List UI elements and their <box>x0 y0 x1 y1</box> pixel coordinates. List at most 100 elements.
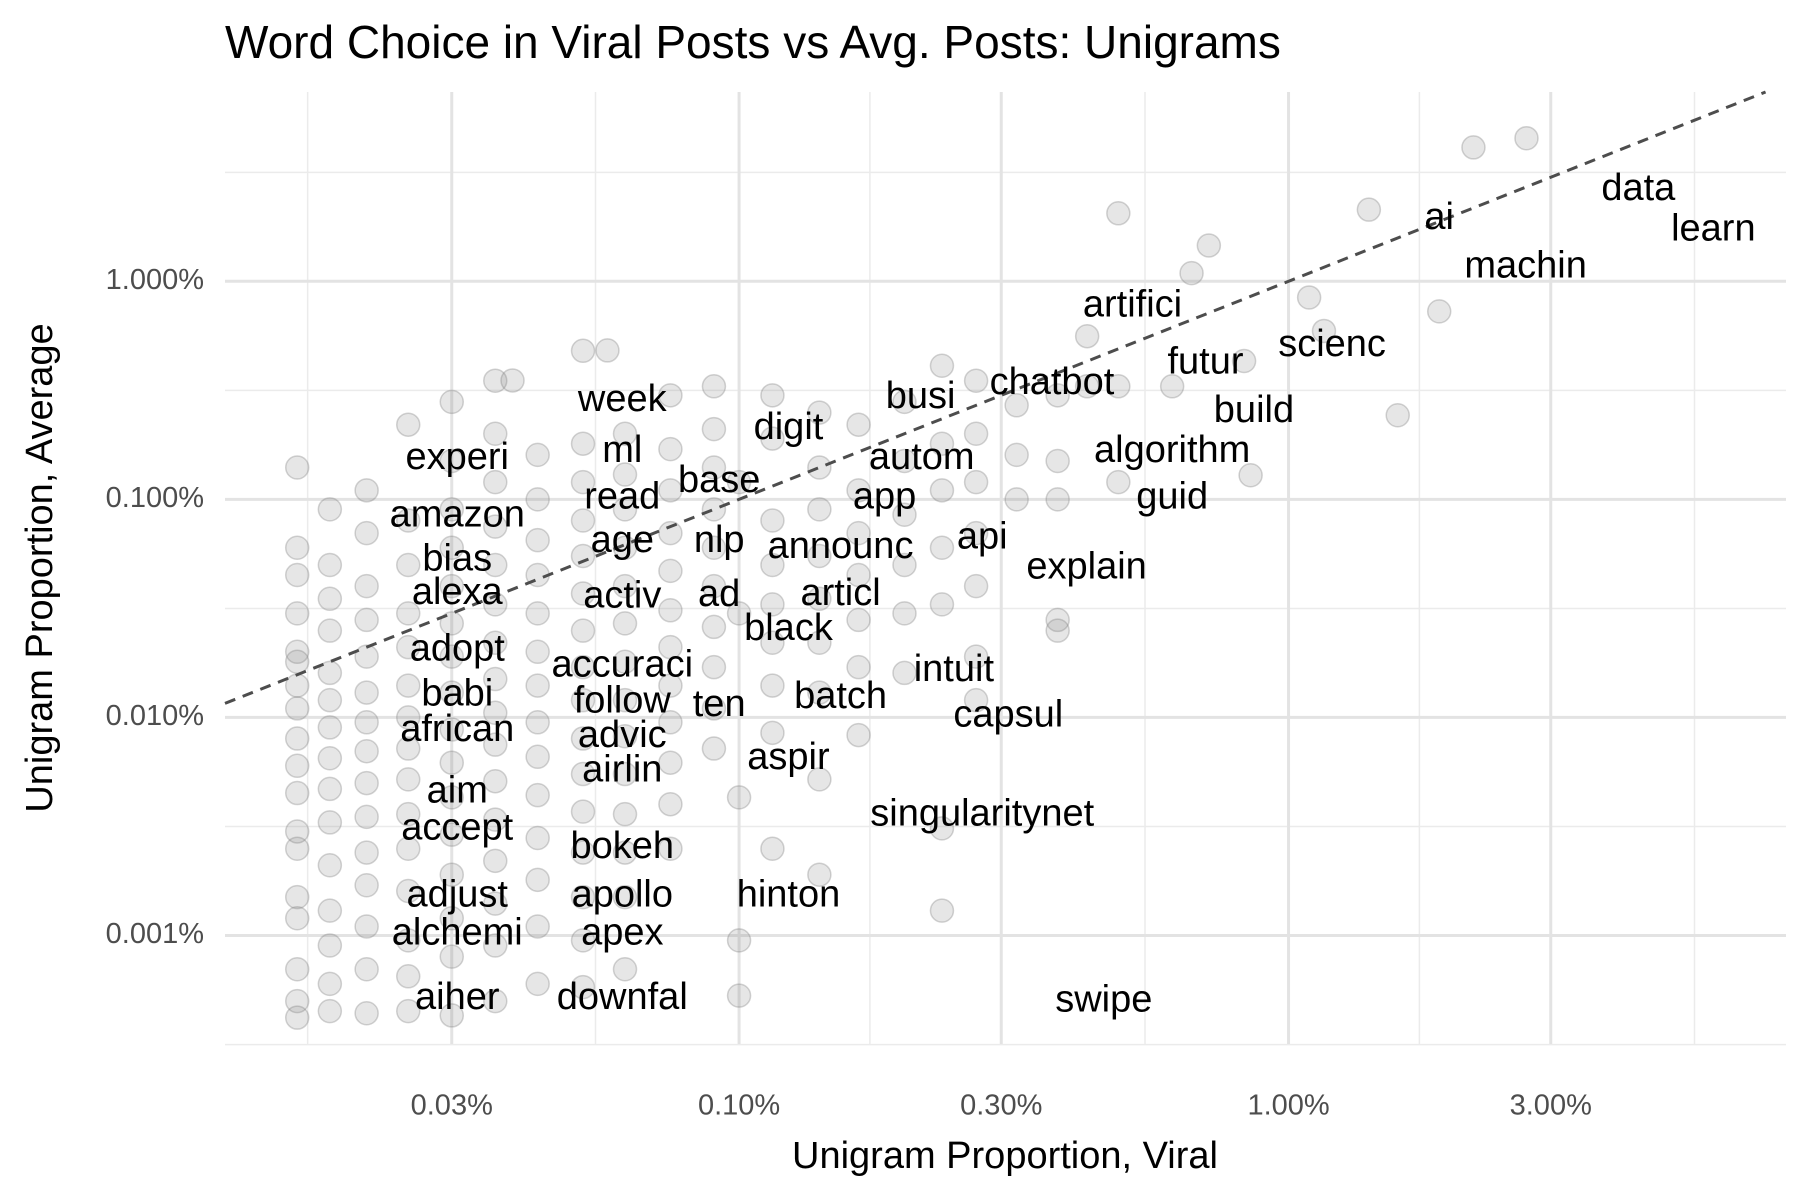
y-tick-label: 0.001% <box>106 918 204 950</box>
point <box>760 673 785 698</box>
point <box>483 933 508 958</box>
point <box>483 666 508 692</box>
point <box>1514 125 1539 151</box>
point <box>1074 374 1100 399</box>
point <box>929 431 955 456</box>
point <box>570 687 596 713</box>
point <box>395 552 421 578</box>
point <box>1074 323 1100 349</box>
point <box>354 573 379 599</box>
word-label: machin <box>1464 244 1587 286</box>
point <box>1311 318 1337 344</box>
point <box>317 552 343 578</box>
point <box>929 535 955 560</box>
word-label: artifici <box>1083 284 1182 326</box>
point <box>701 497 727 522</box>
point <box>284 455 310 480</box>
point <box>1004 442 1029 468</box>
point <box>570 761 596 787</box>
point <box>570 840 596 865</box>
point <box>1238 462 1263 488</box>
point <box>846 654 871 680</box>
point <box>612 687 638 713</box>
word-label: ten <box>693 683 746 725</box>
point <box>483 368 508 393</box>
point <box>525 527 550 553</box>
point <box>1106 374 1131 399</box>
point <box>284 988 310 1014</box>
x-tick-label: 0.03% <box>411 1090 493 1122</box>
point <box>395 878 421 904</box>
point <box>284 673 310 698</box>
point <box>701 654 727 680</box>
point <box>525 825 550 851</box>
point <box>439 944 465 969</box>
point <box>929 898 955 923</box>
word-label: base <box>678 459 760 501</box>
word-label: aim <box>427 769 488 811</box>
word-label: hinton <box>737 873 841 915</box>
word-label: activ <box>583 574 661 616</box>
point <box>701 374 727 399</box>
point <box>439 785 465 810</box>
point <box>439 535 465 560</box>
point <box>963 687 989 713</box>
point <box>807 455 832 480</box>
y-tick-label: 0.100% <box>106 482 204 514</box>
word-label: accept <box>401 806 513 848</box>
y-axis-title: Unigram Proportion, Average <box>19 323 61 812</box>
point <box>284 649 310 675</box>
point <box>701 614 727 640</box>
word-label: airlin <box>582 749 662 791</box>
word-label: ml <box>602 429 642 471</box>
point <box>1356 197 1382 222</box>
point <box>612 801 638 827</box>
word-label: bokeh <box>571 825 675 867</box>
point <box>612 462 638 487</box>
point <box>612 497 638 522</box>
word-label: black <box>744 607 834 649</box>
point <box>701 455 727 480</box>
point <box>354 770 379 796</box>
word-label: busi <box>886 375 956 417</box>
word-label: data <box>1601 167 1676 209</box>
point <box>317 687 343 713</box>
x-tick-label: 0.10% <box>698 1090 780 1122</box>
point <box>354 840 379 865</box>
point <box>525 487 550 512</box>
point <box>395 836 421 861</box>
point <box>284 836 310 861</box>
point <box>658 383 683 408</box>
point <box>1045 448 1070 474</box>
point <box>354 644 379 669</box>
point <box>807 862 832 887</box>
point <box>963 368 989 393</box>
word-label: apollo <box>572 873 673 915</box>
point <box>760 592 785 617</box>
point <box>726 601 752 626</box>
word-label: apex <box>581 912 663 954</box>
point <box>317 898 343 923</box>
point <box>570 654 596 680</box>
word-label: scienc <box>1278 323 1386 365</box>
point <box>525 971 550 997</box>
point <box>525 782 550 808</box>
point <box>284 780 310 806</box>
point <box>846 722 871 748</box>
point <box>395 601 421 626</box>
point <box>284 905 310 931</box>
point <box>354 680 379 705</box>
point <box>807 497 832 522</box>
point <box>483 988 508 1014</box>
point <box>658 673 683 698</box>
point <box>807 543 832 569</box>
point <box>395 673 421 698</box>
point <box>284 819 310 844</box>
word-label: bias <box>422 537 492 579</box>
point <box>1179 260 1204 286</box>
point <box>483 891 508 916</box>
word-label: guid <box>1136 475 1208 517</box>
point <box>483 700 508 726</box>
